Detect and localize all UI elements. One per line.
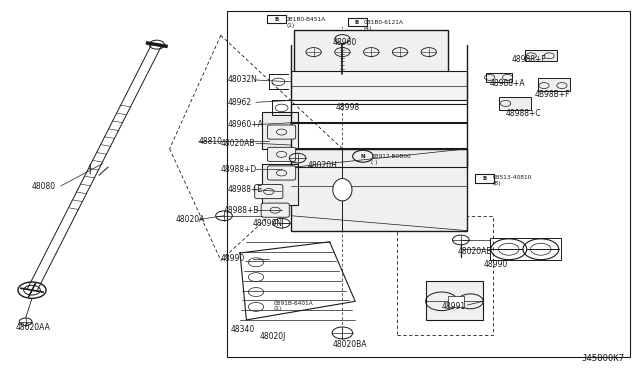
Text: 48020AB: 48020AB [458,247,492,256]
Text: J45800K7: J45800K7 [581,354,624,363]
Text: 48960+A: 48960+A [227,120,263,129]
Text: 48998: 48998 [336,103,360,112]
Text: 48340: 48340 [230,325,255,334]
Bar [397,216,493,335]
Bar [294,30,448,74]
Text: 48990: 48990 [221,254,245,263]
Text: 48032N: 48032N [227,76,257,84]
Text: 48988+D: 48988+D [221,165,257,174]
Text: B: B [275,17,278,22]
Text: (1): (1) [274,306,282,311]
Text: (B): (B) [493,181,501,186]
Text: 48990: 48990 [483,260,508,269]
Text: 0891B-6401A: 0891B-6401A [274,301,314,306]
Text: 48960: 48960 [333,38,357,47]
Text: 48988+F: 48988+F [512,55,547,64]
Bar [426,281,483,320]
Bar [291,149,467,231]
Text: 48020AA: 48020AA [16,323,51,332]
Text: 48020AB: 48020AB [221,139,255,148]
Bar [291,71,467,100]
Text: 48090N: 48090N [253,219,283,228]
Bar [262,164,298,205]
FancyBboxPatch shape [268,125,296,139]
Bar [448,296,464,307]
FancyBboxPatch shape [268,147,296,161]
Text: 48080: 48080 [32,182,56,190]
Text: 48020A: 48020A [176,215,205,224]
Text: 0B1B0-B451A: 0B1B0-B451A [286,17,326,22]
Text: 48020J: 48020J [259,332,285,341]
Text: B: B [483,176,486,181]
Bar [348,18,367,26]
Text: ( ): ( ) [371,160,378,165]
Text: 48988+B: 48988+B [224,206,259,215]
Text: 48988+E: 48988+E [227,185,262,194]
Ellipse shape [333,179,352,201]
Text: (4): (4) [364,26,372,31]
Bar [525,50,557,61]
Text: 0B1B0-6121A: 0B1B0-6121A [364,20,403,25]
Bar [490,238,561,260]
Bar [486,73,512,82]
Text: N: N [360,154,365,159]
Text: 48020H: 48020H [307,161,337,170]
Bar [475,174,494,183]
Text: 48810: 48810 [198,137,223,146]
FancyBboxPatch shape [261,203,289,217]
Text: 48991: 48991 [442,302,466,311]
Text: 4B98B+F: 4B98B+F [534,90,570,99]
Text: 48962: 48962 [227,98,252,107]
Text: 48020BA: 48020BA [333,340,367,349]
Text: (1): (1) [286,23,294,28]
Text: 48988+A: 48988+A [490,79,525,88]
Bar [262,112,298,149]
Text: 08912-B0B00: 08912-B0B00 [371,154,411,160]
Bar [499,97,531,110]
Bar [538,78,570,91]
Text: B: B [355,20,359,25]
Text: 08513-40810: 08513-40810 [493,175,532,180]
Bar [267,15,286,23]
Text: 48988+C: 48988+C [506,109,541,118]
Bar [227,11,630,357]
FancyBboxPatch shape [268,166,296,180]
FancyBboxPatch shape [255,185,283,199]
